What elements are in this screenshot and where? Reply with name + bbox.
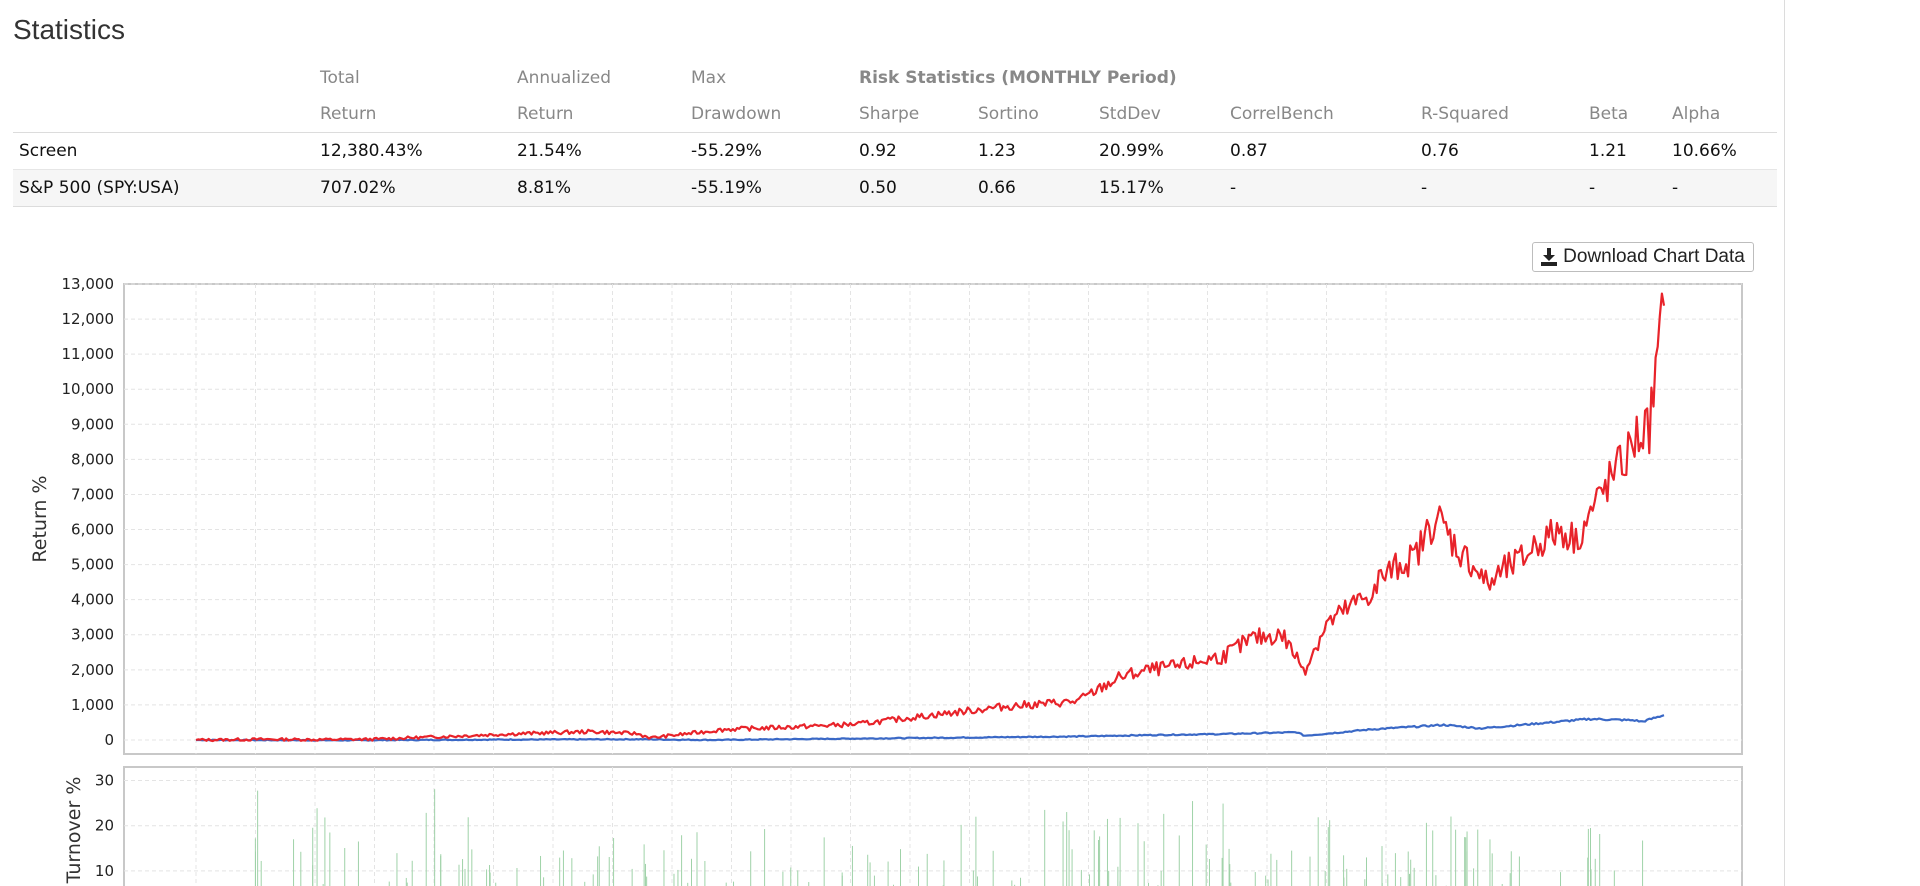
statistics-table: Total Annualized Max Risk Statistics (MO… — [13, 60, 1777, 207]
y-tick-label: 4,000 — [71, 591, 114, 609]
cell-annualized: 21.54% — [517, 132, 691, 170]
y-tick-label: 2,000 — [71, 661, 114, 679]
cell-sharpe: 0.50 — [859, 169, 978, 207]
header-return: Return — [320, 96, 517, 133]
header-total: Total — [320, 68, 360, 88]
header-max: Max — [691, 68, 727, 88]
y-tick-label: 5,000 — [71, 556, 114, 574]
y-tick-label: 0 — [104, 731, 114, 749]
table-header-bottom: Return Return Drawdown Sharpe Sortino St… — [13, 96, 1777, 133]
series-line-benchmark — [196, 714, 1665, 742]
table-row: S&P 500 (SPY:USA) 707.02% 8.81% -55.19% … — [13, 169, 1777, 207]
header-alpha: Alpha — [1672, 96, 1777, 133]
download-chart-data-button[interactable]: Download Chart Data — [1532, 242, 1754, 272]
header-sharpe: Sharpe — [859, 96, 978, 133]
header-drawdown: Drawdown — [691, 96, 859, 133]
cell-rsquared: 0.76 — [1421, 132, 1589, 170]
cell-beta: 1.21 — [1589, 132, 1672, 170]
turnover-y-axis-label: Turnover % — [63, 777, 85, 885]
y-tick-label: 20 — [95, 817, 114, 835]
table-row: Screen 12,380.43% 21.54% -55.29% 0.92 1.… — [13, 132, 1777, 170]
header-sortino: Sortino — [978, 96, 1099, 133]
y-tick-label: 3,000 — [71, 626, 114, 644]
cell-beta: - — [1589, 169, 1672, 207]
y-tick-label: 8,000 — [71, 450, 114, 468]
row-name: S&P 500 (SPY:USA) — [13, 169, 320, 207]
series-line-screen — [195, 292, 1666, 743]
statistics-panel: Statistics Total Annualized Max Risk Sta… — [13, 0, 1785, 886]
header-risk-group: Risk Statistics (MONTHLY Period) — [859, 68, 1177, 88]
y-tick-label: 11,000 — [62, 345, 115, 363]
y-tick-label: 10 — [95, 862, 114, 880]
header-rsquared: R-Squared — [1421, 96, 1589, 133]
cell-sortino: 0.66 — [978, 169, 1099, 207]
header-correlbench: CorrelBench — [1230, 96, 1421, 133]
performance-chart: 0 1,000 2,000 3,000 4,000 5,000 6,000 7,000 8,00… — [29, 275, 1743, 886]
y-tick-label: 9,000 — [71, 415, 114, 433]
header-stddev: StdDev — [1099, 96, 1230, 133]
row-name: Screen — [13, 132, 320, 170]
y-axis-label: Return % — [29, 475, 51, 562]
y-tick-label: 13,000 — [62, 275, 115, 293]
cell-total: 12,380.43% — [320, 132, 517, 170]
download-icon — [1541, 248, 1558, 266]
cell-sortino: 1.23 — [978, 132, 1099, 170]
y-tick-label: 1,000 — [71, 696, 114, 714]
y-tick-label: 6,000 — [71, 521, 114, 539]
download-button-label: Download Chart Data — [1563, 246, 1745, 267]
y-tick-label: 12,000 — [62, 310, 115, 328]
table-header-top: Total Annualized Max Risk Statistics (MO… — [13, 60, 1777, 96]
cell-alpha: 10.66% — [1672, 132, 1777, 170]
cell-sharpe: 0.92 — [859, 132, 978, 170]
turnover-plot-area — [123, 766, 1743, 886]
header-annualized: Annualized — [517, 68, 611, 88]
cell-total: 707.02% — [320, 169, 517, 207]
cell-correlbench: - — [1230, 169, 1421, 207]
cell-annualized: 8.81% — [517, 169, 691, 207]
cell-stddev: 20.99% — [1099, 132, 1230, 170]
header-return-annualized: Return — [517, 96, 691, 133]
cell-stddev: 15.17% — [1099, 169, 1230, 207]
cell-drawdown: -55.19% — [691, 169, 859, 207]
y-tick-label: 30 — [95, 772, 114, 790]
header-beta: Beta — [1589, 96, 1672, 133]
cell-correlbench: 0.87 — [1230, 132, 1421, 170]
cell-rsquared: - — [1421, 169, 1589, 207]
section-title: Statistics — [13, 14, 126, 45]
main-plot-area — [123, 283, 1743, 755]
cell-alpha: - — [1672, 169, 1777, 207]
y-tick-label: 7,000 — [71, 485, 114, 503]
cell-drawdown: -55.29% — [691, 132, 859, 170]
y-tick-label: 10,000 — [62, 380, 115, 398]
